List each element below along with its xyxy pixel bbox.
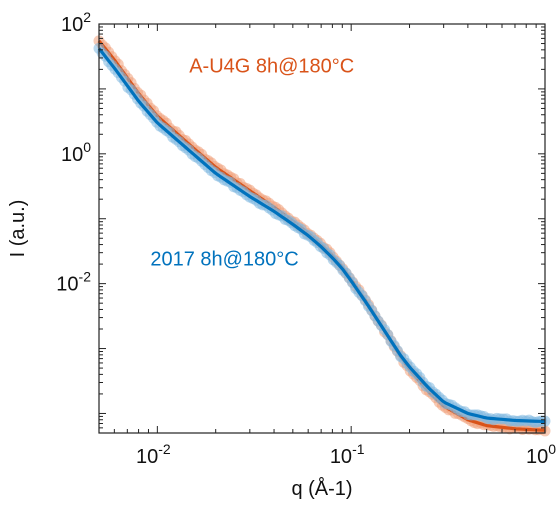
series-line — [97, 39, 546, 432]
series-0 — [93, 35, 551, 437]
tick-labels: 10-2 10-1 100 102 100 10-2 — [56, 9, 556, 468]
x-axis-label: q (Å-1) — [291, 477, 352, 500]
y-tick-label: 102 — [61, 9, 91, 36]
series-1 — [93, 42, 551, 428]
data-marks — [93, 35, 551, 437]
axes-box — [98, 23, 546, 434]
annotations: A-U4G 8h@180°C 2017 8h@180°C — [150, 55, 354, 270]
y-tick-label: 10-2 — [56, 269, 91, 296]
annotation-0: A-U4G 8h@180°C — [189, 55, 354, 77]
annotation-1: 2017 8h@180°C — [150, 249, 298, 271]
axis-ticks — [98, 23, 546, 434]
series-line — [97, 47, 546, 424]
y-tick-label: 100 — [61, 139, 91, 166]
y-axis-label: I (a.u.) — [7, 200, 29, 258]
x-tick-label: 100 — [526, 441, 556, 468]
x-tick-label: 10-2 — [136, 441, 171, 468]
x-tick-label: 10-1 — [330, 441, 365, 468]
